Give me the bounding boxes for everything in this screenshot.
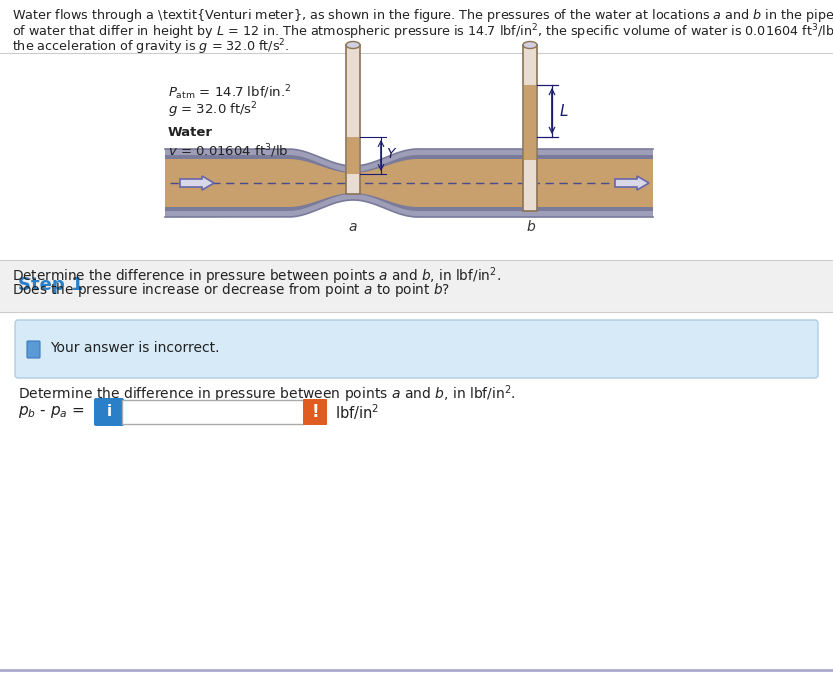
Bar — [523, 45, 537, 211]
Text: $\it{v}$ = 0.01604 ft$^3$/lb: $\it{v}$ = 0.01604 ft$^3$/lb — [168, 142, 288, 159]
Text: Y: Y — [386, 148, 395, 161]
FancyArrow shape — [615, 176, 649, 190]
Text: a: a — [349, 220, 357, 234]
Text: Step 1: Step 1 — [18, 276, 83, 294]
Text: $p_b$ - $p_a$ =: $p_b$ - $p_a$ = — [18, 404, 87, 420]
FancyBboxPatch shape — [15, 320, 818, 378]
FancyBboxPatch shape — [27, 341, 40, 358]
Ellipse shape — [346, 41, 360, 49]
Bar — [346, 45, 360, 194]
Text: Your answer is incorrect.: Your answer is incorrect. — [50, 341, 220, 355]
Text: Does the pressure increase or decrease from point $a$ to point $b$?: Does the pressure increase or decrease f… — [12, 281, 450, 299]
FancyArrow shape — [180, 176, 214, 190]
Bar — [347, 137, 359, 174]
Ellipse shape — [523, 41, 537, 49]
Text: b: b — [526, 220, 536, 234]
Text: !: ! — [312, 403, 319, 421]
Text: L: L — [560, 103, 568, 119]
FancyBboxPatch shape — [94, 398, 124, 426]
Text: $\it{g}$ = 32.0 ft/s$^2$: $\it{g}$ = 32.0 ft/s$^2$ — [168, 100, 258, 119]
Text: Determine the difference in pressure between points $a$ and $b$, in lbf/in$^2$.: Determine the difference in pressure bet… — [18, 383, 516, 404]
Polygon shape — [165, 149, 653, 217]
Text: $\it{P}_\mathrm{atm}$ = 14.7 lbf/in.$^2$: $\it{P}_\mathrm{atm}$ = 14.7 lbf/in.$^2$ — [168, 83, 292, 102]
Text: Determine the difference in pressure between points $a$ and $b$, in lbf/in$^2$.: Determine the difference in pressure bet… — [12, 265, 501, 287]
Text: Water: Water — [168, 126, 213, 139]
Polygon shape — [165, 155, 653, 211]
Text: the acceleration of gravity is $g$ = 32.0 ft/s$^2$.: the acceleration of gravity is $g$ = 32.… — [12, 37, 290, 57]
Text: Water flows through a \textit{Venturi meter}, as shown in the figure. The pressu: Water flows through a \textit{Venturi me… — [12, 7, 833, 24]
Polygon shape — [165, 159, 653, 207]
Text: of water that differ in height by $L$ = 12 in. The atmospheric pressure is 14.7 : of water that differ in height by $L$ = … — [12, 22, 833, 42]
Bar — [0, 260, 833, 312]
Bar — [122, 400, 304, 424]
FancyBboxPatch shape — [303, 399, 327, 425]
Text: i: i — [107, 404, 112, 419]
Bar — [524, 85, 536, 160]
Text: lbf/in$^2$: lbf/in$^2$ — [335, 402, 379, 422]
